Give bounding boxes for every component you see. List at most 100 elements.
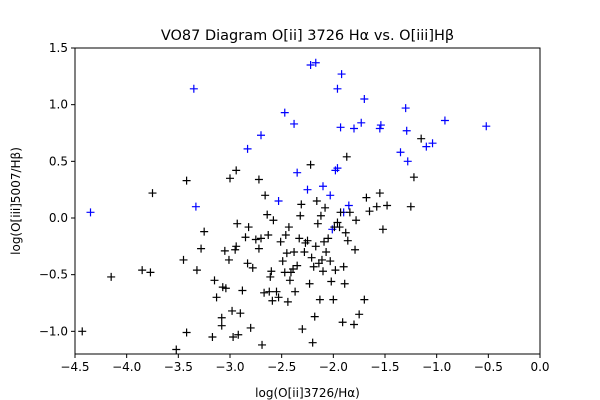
- data-point: [365, 207, 374, 216]
- data-point: [350, 124, 358, 133]
- data-point: [293, 261, 302, 270]
- data-point: [289, 265, 298, 273]
- data-point: [197, 244, 206, 253]
- data-point: [217, 313, 226, 322]
- data-point: [375, 124, 384, 133]
- data-point: [260, 288, 269, 297]
- data-point: [266, 272, 275, 281]
- data-point: [344, 201, 353, 210]
- data-point: [243, 144, 252, 153]
- data-point: [310, 312, 319, 321]
- y-axis: −1.0 −0.5 0.0 0.5 1.0 1.5: [39, 41, 75, 338]
- x-tick-label: −3.5: [164, 360, 193, 374]
- data-point: [396, 148, 405, 157]
- data-point: [146, 268, 155, 277]
- data-point: [352, 216, 361, 225]
- data-point: [231, 245, 240, 254]
- data-point: [317, 255, 326, 264]
- data-point: [383, 201, 392, 210]
- data-point: [341, 228, 350, 237]
- data-point: [238, 286, 247, 295]
- data-point: [409, 173, 418, 182]
- data-point: [264, 231, 273, 239]
- data-point: [339, 262, 348, 271]
- x-axis: −4.5 −4.0 −3.5 −3.0 −2.5 −2.0 −1.5 −1.0 −0.5 0.0: [60, 354, 550, 374]
- data-point: [311, 58, 320, 67]
- data-point: [226, 174, 234, 183]
- data-point: [220, 246, 229, 255]
- data-point: [234, 330, 243, 339]
- data-point: [298, 325, 307, 334]
- data-point: [208, 333, 217, 341]
- data-point: [290, 248, 299, 256]
- data-point: [192, 266, 201, 275]
- data-point: [327, 277, 336, 286]
- data-point: [261, 191, 270, 200]
- data-point: [360, 295, 369, 304]
- y-tick-label: −1.0: [39, 324, 68, 338]
- data-point: [309, 262, 318, 271]
- data-point: [293, 168, 302, 177]
- x-tick-label: −0.5: [474, 360, 503, 374]
- data-point: [324, 234, 333, 243]
- data-point: [282, 249, 291, 258]
- data-point: [333, 164, 342, 173]
- data-point: [217, 321, 226, 330]
- data-point: [257, 234, 265, 243]
- data-point: [244, 223, 253, 232]
- data-point: [401, 104, 410, 113]
- y-tick-label: 1.0: [49, 98, 68, 112]
- data-point: [422, 142, 431, 151]
- data-point: [224, 255, 233, 264]
- data-point: [295, 234, 304, 243]
- data-point: [312, 197, 321, 205]
- data-point: [274, 293, 283, 302]
- x-axis-label: log(O[ii]3726/Hα): [255, 386, 360, 400]
- data-point: [417, 134, 426, 143]
- data-point: [257, 131, 265, 140]
- x-tick-label: −1.5: [370, 360, 399, 374]
- data-point: [338, 318, 347, 327]
- data-point: [320, 237, 329, 246]
- y-tick-label: 1.5: [49, 41, 68, 55]
- data-point: [360, 95, 369, 103]
- data-point: [107, 272, 116, 281]
- data-point: [232, 166, 241, 175]
- data-point: [272, 287, 281, 296]
- data-point: [172, 345, 181, 354]
- data-point: [233, 219, 242, 228]
- data-point: [210, 276, 219, 285]
- data-point: [311, 242, 320, 251]
- data-point: [355, 310, 364, 319]
- data-point: [241, 233, 250, 242]
- data-point: [280, 108, 289, 117]
- y-tick-label: 0.0: [49, 211, 68, 225]
- data-point: [297, 200, 306, 209]
- data-point: [319, 182, 327, 191]
- data-point: [243, 259, 252, 268]
- data-point: [246, 323, 255, 332]
- data-point: [232, 242, 241, 251]
- data-point: [372, 202, 381, 211]
- data-point: [335, 223, 344, 232]
- x-tick-label: −3.0: [215, 360, 244, 374]
- data-point: [378, 225, 387, 234]
- data-points: [78, 58, 491, 354]
- data-point: [284, 223, 293, 232]
- data-point: [337, 70, 346, 79]
- chart-title: VO87 Diagram O[ii] 3726 Hα vs. O[iii]Hβ: [161, 28, 454, 44]
- data-point: [285, 276, 294, 285]
- y-tick-label: −0.5: [39, 268, 68, 282]
- data-point: [278, 257, 287, 266]
- data-point: [189, 84, 198, 93]
- x-tick-label: −2.0: [319, 360, 348, 374]
- data-point: [229, 333, 238, 341]
- data-point: [254, 175, 263, 184]
- data-point: [315, 295, 324, 304]
- data-point: [321, 203, 330, 212]
- data-point: [313, 219, 322, 228]
- data-point: [274, 197, 283, 205]
- data-point: [308, 338, 317, 347]
- data-point: [482, 122, 491, 131]
- data-point: [138, 266, 147, 275]
